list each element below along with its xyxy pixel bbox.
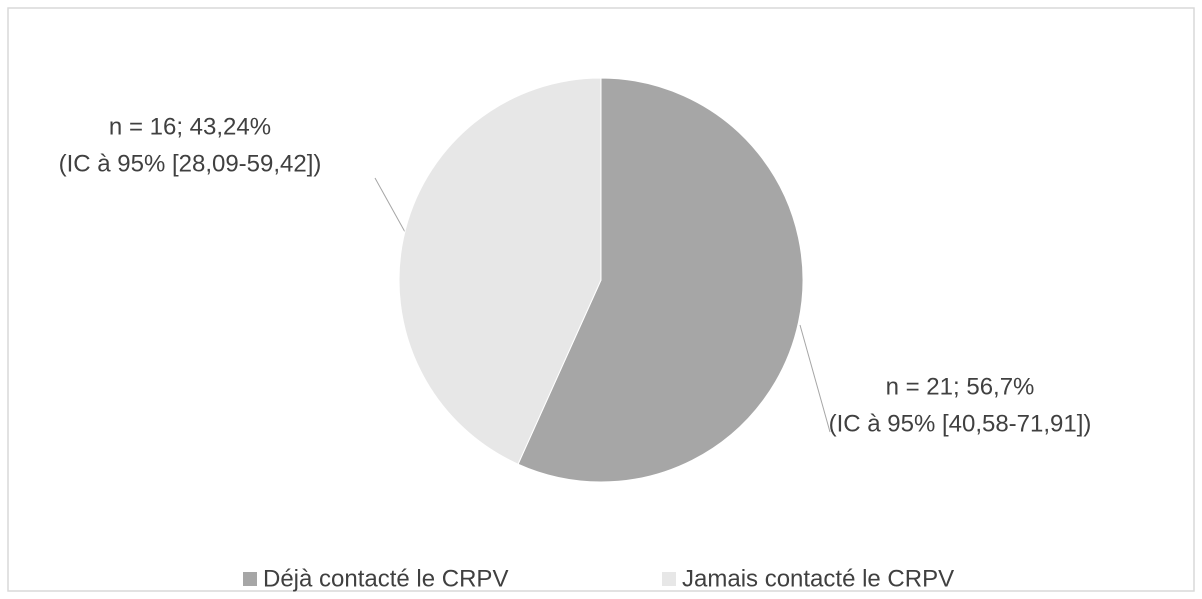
legend-swatch <box>662 572 676 586</box>
data-label: n = 21; 56,7% <box>886 373 1035 400</box>
pie-slice <box>398 77 602 465</box>
legend-label: Jamais contacté le CRPV <box>682 565 954 592</box>
data-label-ci: (IC à 95% [40,58-71,91]) <box>829 410 1092 437</box>
data-label-ci: (IC à 95% [28,09-59,42]) <box>59 150 322 177</box>
legend-label: Déjà contacté le CRPV <box>263 565 508 592</box>
leader-line <box>374 177 406 233</box>
leader-line <box>799 324 831 433</box>
data-label: n = 16; 43,24% <box>109 113 271 140</box>
pie-slice <box>517 77 804 483</box>
legend-swatch <box>243 572 257 586</box>
